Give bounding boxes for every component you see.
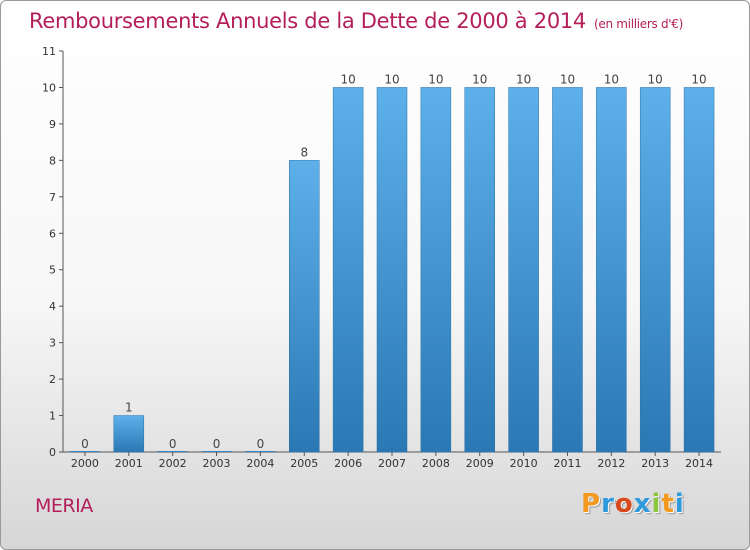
bar	[420, 87, 452, 453]
x-tick-label: 2003	[203, 457, 231, 470]
x-tick-label: 2010	[510, 457, 538, 470]
chart-title: Remboursements Annuels de la Dette de 20…	[29, 9, 683, 33]
x-tick-label: 2005	[290, 457, 318, 470]
bar	[596, 87, 627, 453]
bar-value-label: 10	[428, 72, 443, 86]
bar	[508, 87, 539, 453]
bar-value-label: 10	[384, 72, 399, 86]
bar	[639, 87, 671, 453]
bar-value-label: 10	[340, 72, 355, 86]
bar	[464, 87, 495, 453]
bar-value-label: 10	[604, 72, 619, 86]
bar-value-label: 0	[257, 437, 265, 451]
bar-value-label: 0	[213, 437, 221, 451]
x-tick-label: 2004	[246, 457, 274, 470]
x-tick-label: 2012	[597, 457, 625, 470]
logo-letter: i	[674, 489, 685, 519]
x-tick-label: 2000	[71, 457, 99, 470]
y-tick-label: 8	[49, 154, 56, 167]
y-tick-label: 11	[42, 45, 56, 58]
y-tick-label: 5	[49, 264, 56, 277]
bar-value-label: 10	[648, 72, 663, 86]
y-tick-label: 1	[49, 410, 56, 423]
bar-value-label: 0	[169, 437, 177, 451]
x-tick-label: 2001	[115, 457, 143, 470]
bar	[113, 415, 145, 453]
bar-value-label: 1	[125, 401, 133, 415]
bar-value-label: 10	[516, 72, 531, 86]
bar-value-label: 8	[300, 145, 308, 159]
chart-bars	[69, 87, 715, 453]
logo-letter: r	[601, 489, 615, 519]
logo-letter: t	[661, 489, 675, 519]
bar-value-label: 10	[691, 72, 706, 86]
logo-letter: x	[633, 489, 652, 519]
x-tick-label: 2013	[641, 457, 669, 470]
proxiti-logo: Proxiti	[581, 489, 685, 519]
y-tick-label: 2	[49, 373, 56, 386]
x-tick-label: 2007	[378, 457, 406, 470]
bar	[332, 87, 364, 453]
bar	[552, 87, 583, 453]
bar-value-label: 0	[81, 437, 89, 451]
logo-letter: i	[651, 489, 662, 519]
commune-name: MERIA	[35, 495, 93, 517]
x-tick-label: 2002	[159, 457, 187, 470]
bar	[683, 87, 715, 453]
unit-note: (en milliers d'€)	[594, 17, 684, 31]
y-tick-label: 10	[42, 81, 56, 94]
bar	[376, 87, 408, 453]
bar-value-label: 10	[560, 72, 575, 86]
bar-value-label: 10	[472, 72, 487, 86]
chart-title-text: Remboursements Annuels de la Dette de 20…	[29, 9, 586, 33]
y-tick-label: 7	[49, 191, 56, 204]
y-tick-label: 0	[49, 446, 56, 459]
x-tick-label: 2008	[422, 457, 450, 470]
y-tick-label: 4	[49, 300, 56, 313]
x-tick-label: 2011	[553, 457, 581, 470]
logo-letter: o	[614, 489, 634, 519]
y-tick-label: 9	[49, 118, 56, 131]
logo-letter: P	[581, 489, 602, 519]
x-tick-label: 2009	[466, 457, 494, 470]
y-tick-label: 3	[49, 337, 56, 350]
bar	[289, 160, 320, 453]
x-tick-label: 2006	[334, 457, 362, 470]
y-tick-label: 6	[49, 227, 56, 240]
chart-labels: 0 2000 1 2001 0 2002 0 2003 0 2004 8 2005 10 2006 10 20…	[71, 72, 713, 470]
x-tick-label: 2014	[685, 457, 713, 470]
